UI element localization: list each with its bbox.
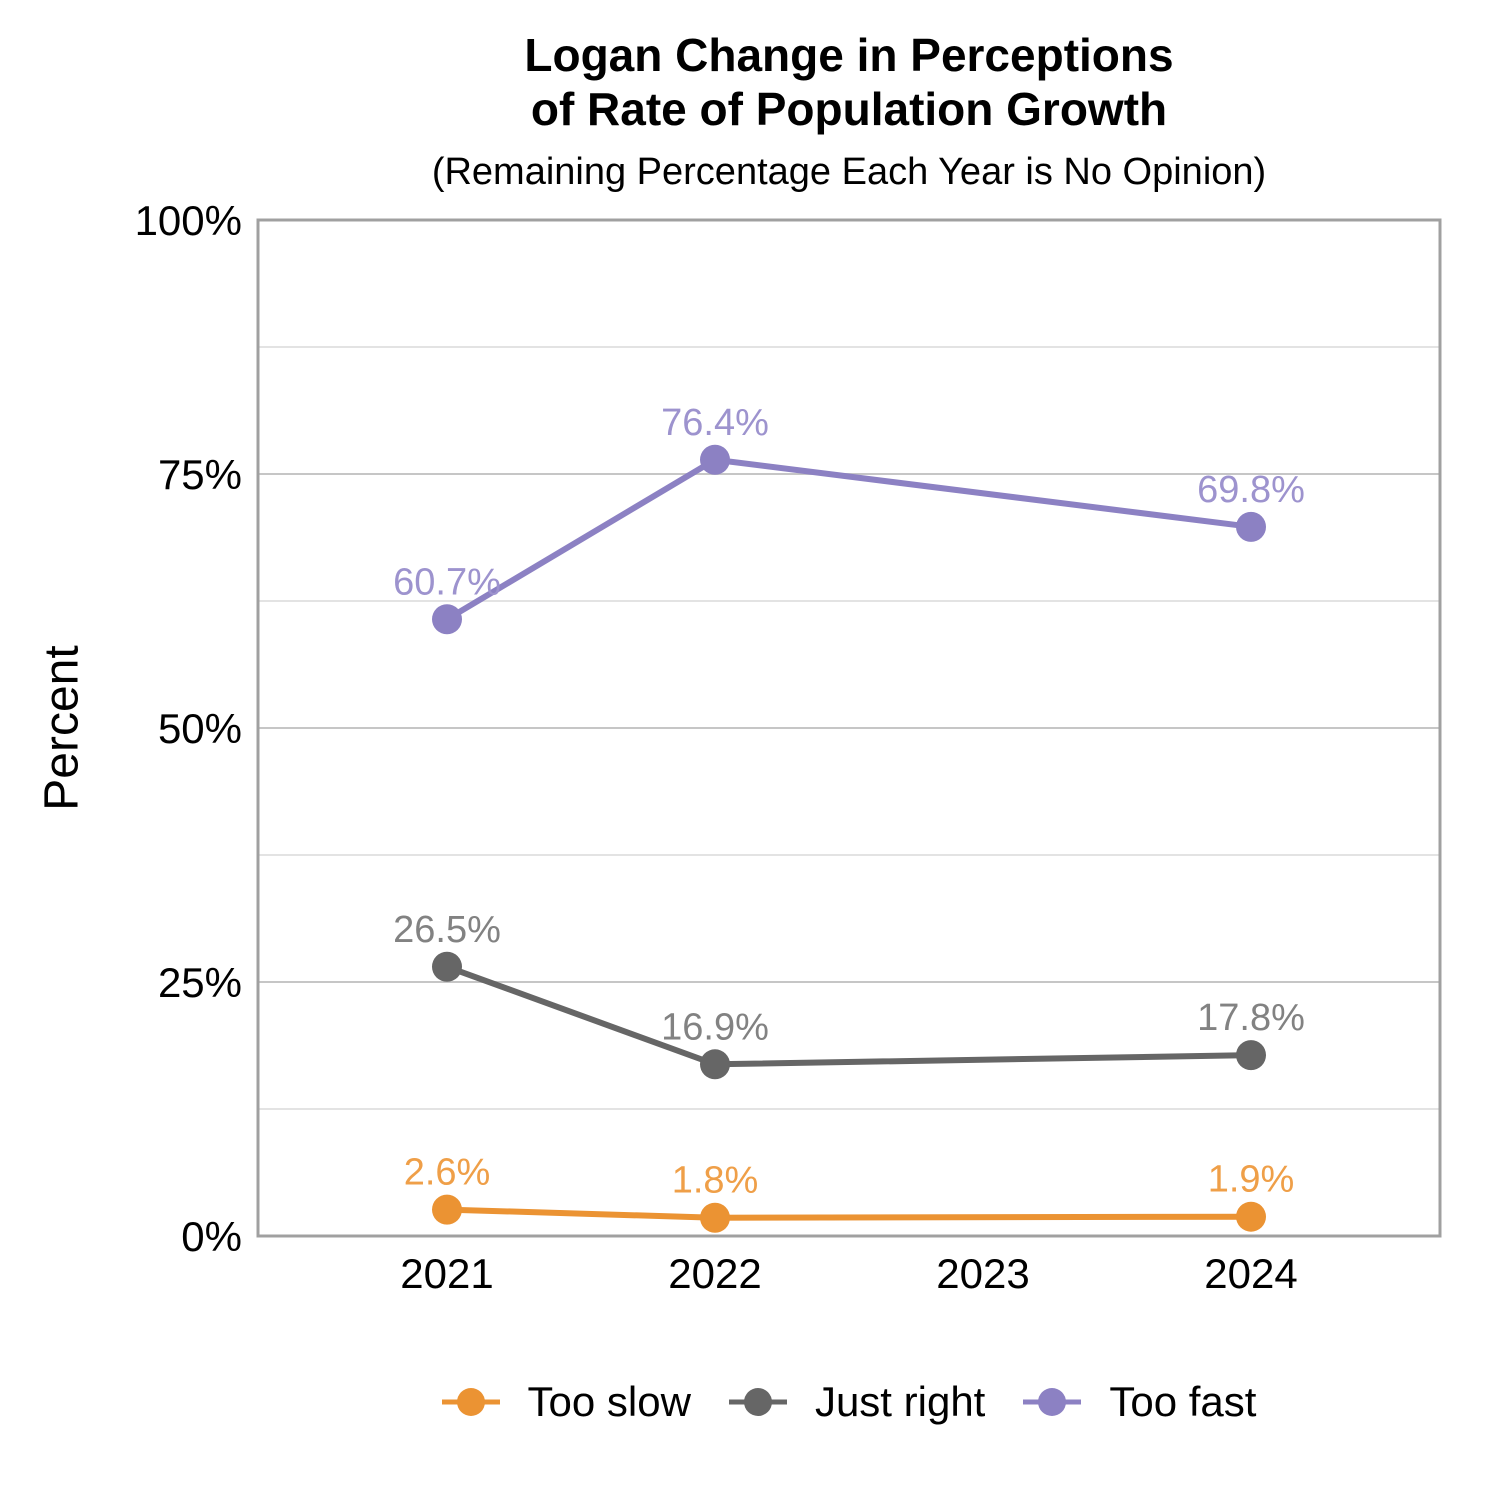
series-line-too-slow (446, 1206, 1252, 1221)
data-label-too-slow-2021: 2.6% (404, 1152, 491, 1194)
data-point-too-slow-2021 (432, 1194, 462, 1225)
x-tick-label-2021: 2021 (400, 1250, 493, 1297)
x-tick-label-2024: 2024 (1204, 1250, 1297, 1297)
data-label-just-right-2024: 17.8% (1197, 997, 1305, 1039)
legend: Too slow Just right Too fast (258, 1378, 1440, 1426)
data-label-too-fast-2022: 76.4% (661, 402, 769, 444)
data-point-just-right-2021 (432, 951, 462, 982)
y-tick-label-75: 75% (158, 451, 242, 498)
data-point-too-fast-2021 (432, 604, 462, 635)
data-point-just-right-2022 (700, 1049, 730, 1080)
chart-title-line1: Logan Change in Perceptions (524, 29, 1174, 81)
chart-title-line2: of Rate of Population Growth (530, 83, 1168, 135)
y-tick-label-0: 0% (181, 1213, 242, 1260)
legend-marker-icon-just-right (728, 1388, 787, 1416)
legend-marker-icon-too-fast (1023, 1388, 1082, 1416)
data-label-just-right-2022: 16.9% (661, 1006, 769, 1048)
legend-marker-dot-too-fast (1038, 1388, 1067, 1416)
data-label-too-slow-2022: 1.8% (672, 1160, 759, 1202)
legend-marker-dot-just-right (743, 1388, 772, 1416)
data-point-too-slow-2022 (700, 1202, 730, 1233)
y-tick-label-100: 100% (135, 197, 242, 244)
legend-item-too-fast: Too fast (1023, 1378, 1256, 1426)
x-tick-label-2022: 2022 (668, 1250, 761, 1297)
data-label-just-right-2021: 26.5% (393, 909, 501, 951)
legend-item-just-right: Just right (728, 1378, 986, 1426)
legend-item-too-slow: Too slow (441, 1378, 691, 1426)
y-tick-label-50: 50% (158, 705, 242, 752)
data-point-too-slow-2024 (1236, 1201, 1266, 1232)
plot-border (256, 218, 1442, 1238)
chart-subtitle: (Remaining Percentage Each Year is No Op… (431, 151, 1267, 193)
data-point-just-right-2024 (1236, 1040, 1266, 1071)
legend-label-too-fast: Too fast (1109, 1378, 1257, 1425)
legend-label-just-right: Just right (814, 1378, 986, 1425)
x-tick-label-2023: 2023 (936, 1250, 1029, 1297)
legend-label-too-slow: Too slow (527, 1378, 691, 1425)
legend-marker-icon-too-slow (441, 1388, 500, 1416)
legend-marker-dot-too-slow (456, 1388, 485, 1416)
data-label-too-fast-2024: 69.8% (1197, 469, 1305, 511)
y-tick-label-25: 25% (158, 959, 242, 1006)
chart-header: Logan Change in Perceptions of Rate of P… (258, 28, 1440, 194)
data-label-too-slow-2024: 1.9% (1208, 1159, 1295, 1201)
data-point-too-fast-2024 (1236, 511, 1266, 542)
data-point-too-fast-2022 (700, 444, 730, 475)
data-label-too-fast-2021: 60.7% (393, 561, 501, 603)
series-line-too-fast (445, 456, 1252, 622)
